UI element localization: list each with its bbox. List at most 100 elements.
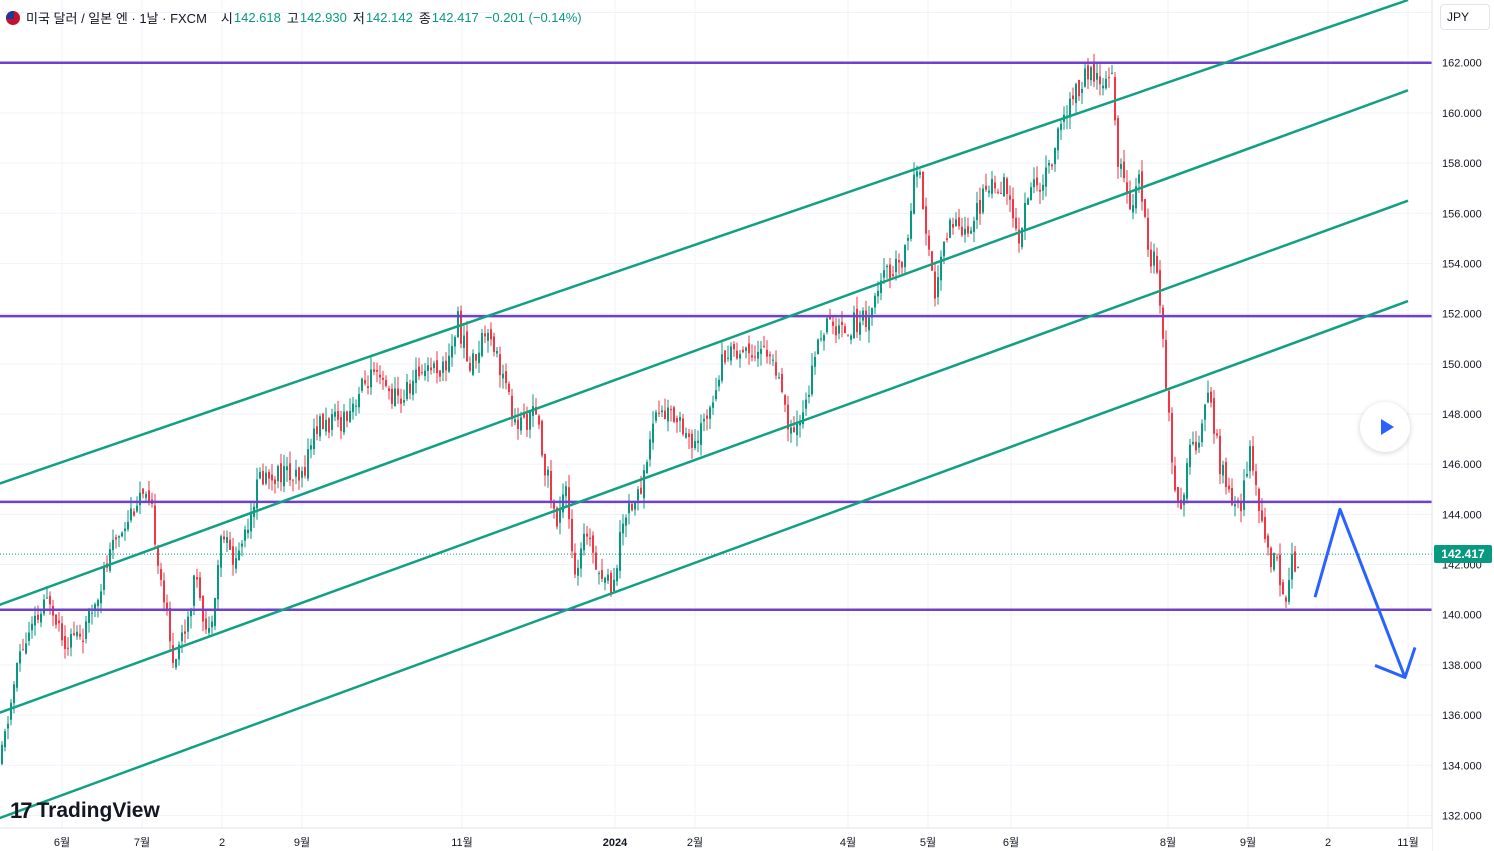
candle-body	[193, 575, 195, 606]
candle-body	[391, 388, 393, 404]
close-value: 142.417	[431, 10, 479, 25]
candle-body	[424, 370, 426, 377]
candle-body	[346, 411, 348, 422]
candle-body	[334, 411, 336, 417]
candle-body	[1207, 392, 1209, 403]
candle-body	[979, 199, 981, 214]
candle-body	[232, 546, 234, 565]
candle-body	[1267, 535, 1269, 548]
x-tick-label: 7월	[134, 836, 150, 849]
candle-body	[1138, 174, 1140, 184]
y-tick-label: 136.000	[1442, 710, 1482, 722]
candle-body	[301, 471, 303, 478]
candle-body	[826, 318, 828, 333]
candle-body	[1210, 391, 1212, 403]
candle-body	[643, 470, 645, 499]
candle-body	[190, 610, 192, 617]
candle-body	[1132, 205, 1134, 213]
candle-body	[469, 363, 471, 371]
horizontal-levels	[0, 61, 1432, 611]
candle-body	[181, 632, 183, 642]
change-value: −0.201 (−0.14%)	[484, 10, 582, 25]
y-tick-label: 146.000	[1442, 459, 1482, 471]
candle-body	[352, 403, 354, 413]
candle-body	[76, 631, 78, 637]
candle-body	[412, 380, 414, 395]
candle-body	[751, 355, 753, 358]
candle-body	[1030, 187, 1032, 200]
candle-body	[85, 621, 87, 640]
candle-body	[871, 308, 873, 318]
x-tick-label: 2월	[687, 836, 703, 849]
candle-body	[973, 220, 975, 232]
x-tick-label: 2	[219, 837, 225, 849]
candle-body	[268, 471, 270, 479]
candle-body	[1129, 190, 1131, 210]
candle-body	[637, 489, 639, 501]
candle-body	[298, 467, 300, 481]
x-tick-label: 6월	[1003, 836, 1019, 849]
candle-body	[94, 604, 96, 611]
candle-body	[61, 623, 63, 641]
candle-body	[1234, 504, 1236, 507]
trend-channel-line	[0, 299, 1409, 820]
candle-body	[307, 449, 309, 479]
trend-channel-line	[0, 89, 1409, 606]
candle-body	[1, 744, 3, 764]
candle-body	[373, 369, 375, 372]
candle-body	[1087, 65, 1089, 80]
candle-body	[568, 487, 570, 520]
candle-body	[517, 419, 519, 430]
candle-body	[949, 219, 951, 238]
candle-body	[1288, 580, 1290, 602]
candle-body	[10, 702, 12, 720]
tradingview-logo[interactable]: 17 TradingView	[10, 798, 160, 824]
candle-body	[793, 427, 795, 433]
candle-body	[496, 350, 498, 354]
candle-body	[769, 354, 771, 357]
candle-body	[343, 411, 345, 433]
candle-body	[1264, 516, 1266, 539]
candle-body	[223, 536, 225, 540]
symbol-title[interactable]: 미국 달러 / 일본 엔 · 1날 · FXCM	[26, 11, 207, 26]
candle-body	[1126, 182, 1128, 193]
y-tick-label: 158.000	[1442, 158, 1482, 170]
candle-body	[754, 356, 756, 358]
x-tick-label: 4월	[840, 836, 856, 849]
candle-body	[703, 418, 705, 422]
candle-body	[616, 568, 618, 582]
candle-body	[727, 357, 729, 359]
candle-body	[70, 634, 72, 648]
candle-body	[28, 632, 30, 641]
candle-body	[7, 723, 9, 729]
candle-body	[661, 410, 663, 413]
trend-channel-line	[0, 199, 1409, 714]
candle-body	[1276, 557, 1278, 559]
candle-body	[766, 349, 768, 357]
y-tick-label: 134.000	[1442, 760, 1482, 772]
candle-body	[1120, 163, 1122, 169]
symbol-legend: 미국 달러 / 일본 엔 · 1날 · FXCM 시 142.618 고 142.9…	[6, 8, 582, 27]
candle-body	[1069, 98, 1071, 118]
candle-body	[1108, 77, 1110, 79]
currency-button[interactable]: JPY	[1440, 4, 1490, 30]
candle-body	[1297, 566, 1299, 568]
candle-body	[1222, 464, 1224, 476]
candle-body	[964, 228, 966, 235]
x-tick-label: 6월	[54, 836, 70, 849]
candle-body	[1189, 444, 1191, 467]
replay-button[interactable]	[1360, 402, 1410, 452]
x-tick-label: 2024	[603, 837, 628, 849]
candle-body	[1006, 178, 1008, 194]
candle-body	[610, 572, 612, 594]
candle-body	[691, 433, 693, 448]
candle-body	[1279, 554, 1281, 586]
candle-body	[1159, 270, 1161, 306]
candle-body	[121, 532, 123, 537]
candle-body	[226, 537, 228, 543]
candle-body	[1261, 510, 1263, 521]
candle-body	[304, 466, 306, 476]
candle-body	[1213, 398, 1215, 434]
candle-body	[439, 370, 441, 377]
